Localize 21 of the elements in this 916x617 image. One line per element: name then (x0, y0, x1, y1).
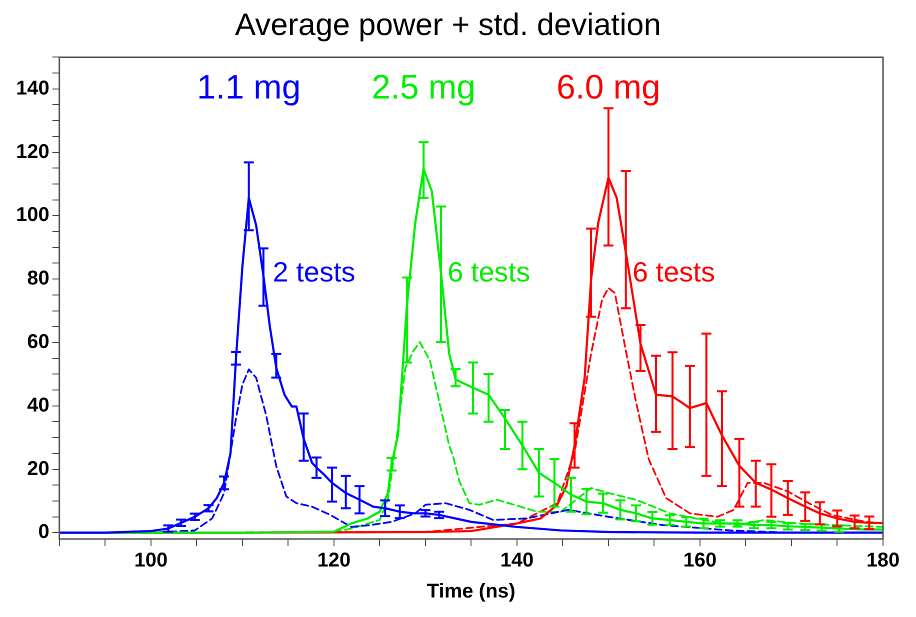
annotation: 6 tests (632, 256, 715, 288)
y-tick-label: 0 (38, 521, 50, 544)
y-tick-label: 100 (16, 204, 50, 226)
x-tick-label: 180 (866, 550, 900, 572)
y-tick-label: 80 (27, 268, 50, 290)
annotation: 6.0 mg (556, 68, 660, 107)
x-tick-label: 140 (500, 550, 534, 572)
x-tick-label: 100 (134, 550, 168, 572)
annotation: 1.1 mg (196, 68, 301, 107)
y-tick-label: 140 (16, 77, 50, 100)
annotation: 2.5 mg (372, 68, 476, 107)
annotation: 2 tests (272, 256, 356, 288)
y-tick-label: 40 (27, 394, 50, 416)
chart-title: Average power + std. deviation (235, 7, 661, 42)
annotation: 6 tests (448, 256, 530, 288)
y-tick-label: 120 (16, 140, 50, 163)
x-axis-title: Time (ns) (426, 580, 516, 603)
y-tick-label: 60 (27, 330, 50, 353)
x-tick-label: 120 (317, 550, 351, 572)
x-tick-label: 160 (683, 550, 717, 572)
y-tick-label: 20 (27, 458, 50, 480)
